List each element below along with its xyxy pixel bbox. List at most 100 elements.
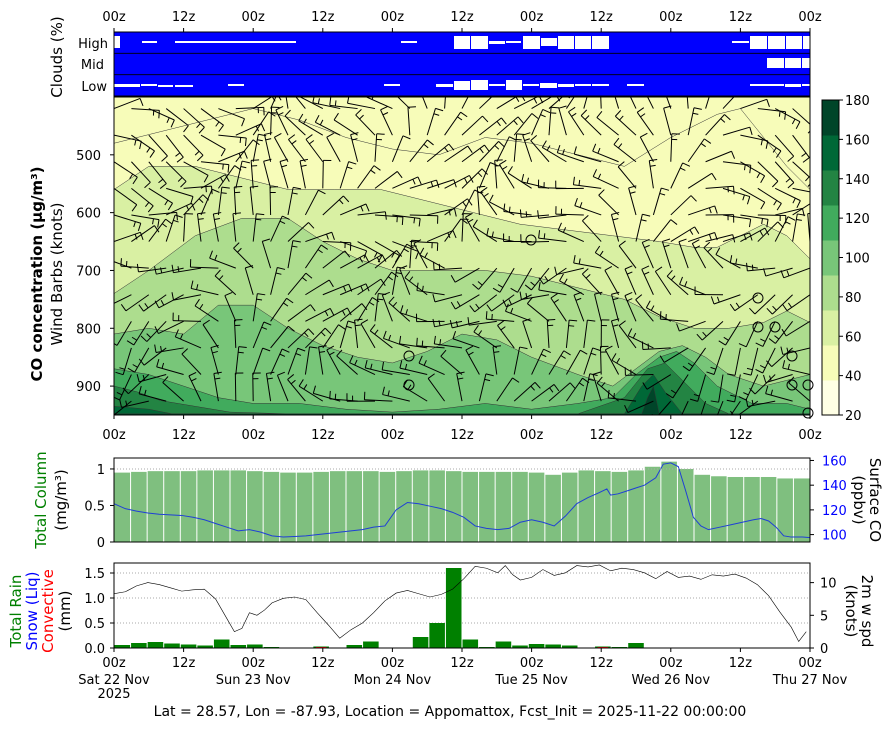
- wind-barb: [479, 117, 502, 136]
- time-tick-label: 00z: [102, 428, 126, 443]
- wind-barb: [409, 179, 437, 189]
- wind-barb: [114, 187, 138, 206]
- wind-barb-flag: [772, 147, 777, 153]
- wind-barb-flag: [689, 425, 697, 428]
- wind-barb: [183, 134, 204, 156]
- wind-barb: [148, 218, 167, 242]
- cloud-gap: [540, 83, 557, 88]
- wind-barb-flag: [460, 218, 468, 224]
- wind-barb: [374, 250, 397, 269]
- wind-barb-flag: [684, 281, 688, 287]
- co-ytick-label: 800: [76, 322, 101, 337]
- wind-barb-flag: [93, 421, 100, 425]
- column-bar: [661, 461, 677, 542]
- wind-barb: [503, 211, 532, 216]
- wind-barb-flag: [482, 115, 489, 123]
- wind-barb: [138, 267, 167, 273]
- time-tick-label: 00z: [659, 10, 683, 25]
- wind-barb-flag: [505, 303, 509, 312]
- colorbar-segment: [822, 345, 839, 381]
- wind-barb: [244, 267, 254, 295]
- wind-barb: [615, 115, 637, 136]
- column-bar: [611, 471, 628, 542]
- wind-barb: [530, 140, 550, 163]
- wind-barb: [143, 347, 167, 366]
- wind-barb-flag: [477, 281, 483, 286]
- wind-barb-flag: [788, 302, 793, 308]
- column-bar: [230, 470, 247, 542]
- wind-barb-flag: [524, 138, 530, 141]
- wind-barb: [792, 213, 798, 242]
- wind-barb: [654, 271, 672, 296]
- wind-barb-flag: [642, 238, 650, 243]
- wind-barb: [339, 320, 349, 349]
- wind-barb: [740, 214, 769, 220]
- wind-barb: [538, 237, 567, 243]
- wind-barb-flag: [763, 268, 767, 277]
- column-bar: [777, 478, 793, 542]
- wind-barb-flag: [398, 335, 402, 344]
- wind-barb: [357, 254, 383, 269]
- wind-barb: [148, 134, 168, 157]
- wind-barb: [558, 229, 585, 243]
- wind-barb-flag: [787, 363, 790, 370]
- wind-barb: [641, 269, 654, 295]
- wind-barb-flag: [449, 319, 453, 329]
- wind-barb-flag: [624, 404, 629, 413]
- wind-barb: [252, 293, 258, 322]
- wind-barb-flag: [433, 113, 440, 116]
- wind-barb: [326, 136, 341, 162]
- wind-barb-flag: [746, 196, 751, 205]
- wind-barb: [326, 349, 341, 375]
- wind-barb: [679, 320, 706, 332]
- wind-barb-flag: [209, 250, 213, 259]
- wind-barb-flag: [546, 145, 551, 151]
- colorbar-tick-label: 40: [845, 370, 862, 385]
- wind-barb-flag: [377, 298, 384, 301]
- wind-barb-flag: [816, 200, 820, 207]
- wind-barb-flag: [409, 276, 414, 282]
- wind-barb-flag: [530, 385, 535, 391]
- wind-barb: [357, 165, 375, 189]
- wind-barb-flag: [401, 216, 404, 226]
- wind-barb: [422, 97, 428, 109]
- wind-barb-flag: [708, 234, 712, 240]
- wind-barb: [235, 346, 240, 375]
- wind-barb: [120, 265, 149, 269]
- wind-barb: [472, 226, 498, 242]
- cloud-gap: [523, 84, 539, 86]
- wind-barb-flag: [162, 376, 169, 383]
- wind-barb-flag: [716, 296, 720, 303]
- column-bar: [495, 471, 512, 542]
- wind-barb-flag: [711, 173, 717, 181]
- wind-barb-flag: [152, 218, 154, 225]
- wind-barb: [660, 318, 689, 322]
- wind-barb-flag: [596, 110, 603, 118]
- wind-barb-flag: [723, 417, 728, 420]
- wind-barb-flag: [551, 106, 560, 109]
- time-tick-label: 12z: [590, 428, 614, 443]
- wind-barb-flag: [256, 298, 263, 301]
- column-bar: [296, 472, 313, 542]
- wind-barb-flag: [616, 358, 621, 364]
- wind-barb-flag: [317, 249, 323, 254]
- wind-barb-flag: [807, 212, 810, 215]
- column-bar: [793, 478, 810, 542]
- wind-barb: [131, 214, 160, 221]
- column-bar: [263, 471, 280, 542]
- wind-barb-flag: [733, 186, 735, 195]
- wind-barb-flag: [376, 257, 381, 263]
- wind-barb-flag: [467, 317, 470, 326]
- wind-barb-flag: [707, 247, 713, 253]
- wind-barb: [148, 161, 167, 184]
- colorbar-segment: [822, 100, 839, 136]
- date-label: Mon 24 Nov: [354, 673, 432, 688]
- wind-barb-flag: [480, 187, 488, 193]
- wind-barb-flag: [396, 250, 403, 257]
- wind-barb: [305, 307, 331, 322]
- wind-barb-flag: [693, 107, 702, 110]
- wind-barb-flag: [510, 307, 514, 314]
- wind-barb-flag: [326, 132, 334, 138]
- wind-barb-flag: [237, 247, 242, 253]
- wind-barb-flag: [805, 176, 810, 182]
